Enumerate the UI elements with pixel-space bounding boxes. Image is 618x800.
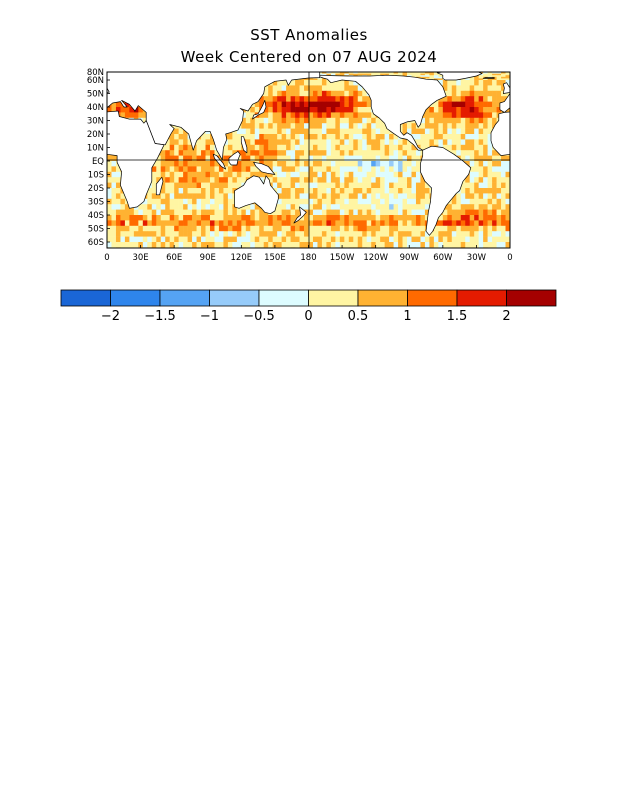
lat-label: 10S <box>88 171 104 181</box>
colorbar-swatch <box>209 289 260 307</box>
lat-label: 40S <box>88 211 104 221</box>
land-madagascar <box>155 176 164 196</box>
lat-label: 60S <box>88 238 104 248</box>
lon-label: 120W <box>363 253 388 263</box>
land-uk <box>107 87 110 93</box>
lat-label: 30N <box>87 117 104 127</box>
lat-label: 30S <box>88 198 104 208</box>
land-australia <box>234 175 279 215</box>
lon-label: 120E <box>231 253 253 263</box>
land-iceland-wrap <box>482 77 495 79</box>
lat-label: 50N <box>87 90 104 100</box>
lat-label: 20S <box>88 184 104 194</box>
lon-label: 90W <box>400 253 420 263</box>
lon-label: 0 <box>507 253 512 263</box>
colorbar-label: 0.5 <box>348 309 369 324</box>
land-new-guinea <box>253 161 276 175</box>
colorbar-label: 2 <box>502 309 510 324</box>
lon-label: 30W <box>467 253 487 263</box>
colorbar-swatch <box>258 289 309 307</box>
lat-label: 50S <box>88 225 104 235</box>
lon-label: 60E <box>166 253 182 263</box>
lon-label: 60W <box>433 253 453 263</box>
land-africa-wrap <box>490 111 510 156</box>
map-title: SST Anomalies <box>250 26 368 44</box>
map-subtitle: Week Centered on 07 AUG 2024 <box>180 48 438 66</box>
colorbar-label: 1.5 <box>447 309 468 324</box>
lat-label: 40N <box>87 103 104 113</box>
colorbar-swatch <box>60 289 111 307</box>
land-south-america <box>420 145 472 236</box>
colorbar-swatch <box>159 289 210 307</box>
colorbar-swatch <box>357 289 408 307</box>
land-sumatra <box>212 153 227 170</box>
colorbar-swatch <box>110 289 161 307</box>
colorbar-label: −1.5 <box>144 309 176 324</box>
lon-label: 90E <box>200 253 216 263</box>
lon-label: 150E <box>264 253 286 263</box>
colorbar: −2 −1.5 −1 −0.5 0 0.5 1 1.5 2 <box>60 289 557 324</box>
land-indochina-philippines <box>240 136 248 154</box>
colorbar-label: 0 <box>304 309 312 324</box>
lon-label: 0 <box>104 253 109 263</box>
lat-label: 20N <box>87 130 104 140</box>
colorbar-label: −1 <box>200 309 219 324</box>
land-eurasia-wrap <box>499 72 510 113</box>
colorbar-swatch <box>308 289 359 307</box>
lon-label: 150W <box>330 253 355 263</box>
colorbar-swatch <box>506 289 557 307</box>
colorbar-label: −0.5 <box>243 309 275 324</box>
longitude-labels: 0 30E 60E 90E 120E 150E 180 150W 120W 90W 60W 30W 0 <box>104 245 513 263</box>
colorbar-label: −2 <box>101 309 120 324</box>
colorbar-swatch <box>407 289 458 307</box>
lat-label: 80N <box>87 68 104 78</box>
lat-label: 10N <box>87 144 104 154</box>
lon-label: 30E <box>132 253 148 263</box>
lat-label: 60N <box>87 76 104 86</box>
colorbar-label: 1 <box>403 309 411 324</box>
lon-label: 180 <box>300 253 316 263</box>
land-japan <box>252 99 267 120</box>
colorbar-swatch <box>456 289 507 307</box>
land-new-zealand <box>293 206 307 224</box>
land-north-america <box>319 74 447 151</box>
land-uk-wrap <box>502 82 510 94</box>
land-greenland <box>436 72 483 81</box>
land-eurasia <box>107 72 321 161</box>
lat-label: EQ <box>92 157 104 167</box>
